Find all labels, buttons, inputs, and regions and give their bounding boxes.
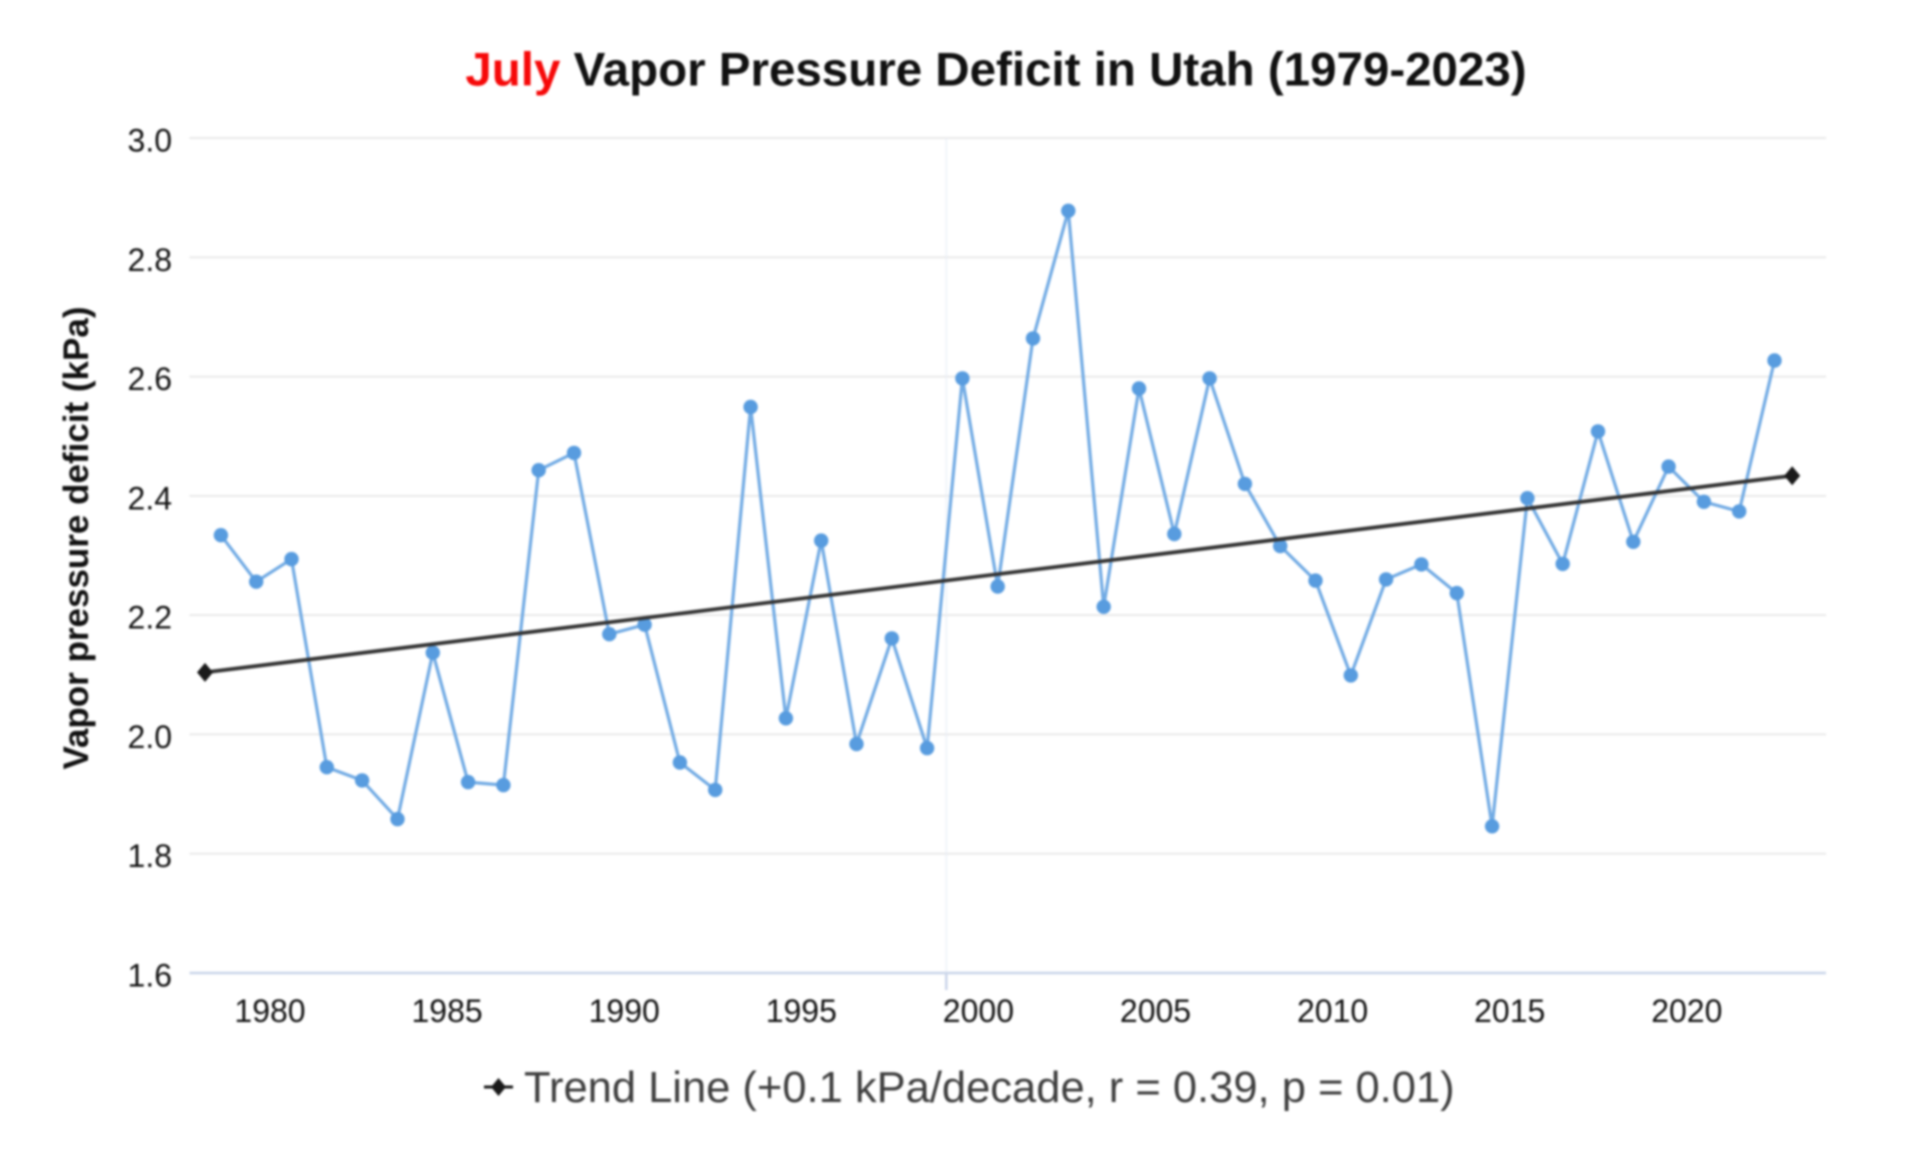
- svg-text:2010: 2010: [1297, 993, 1368, 1029]
- svg-text:2.8: 2.8: [128, 242, 172, 278]
- svg-text:2.4: 2.4: [128, 480, 172, 516]
- svg-text:2005: 2005: [1120, 993, 1191, 1029]
- svg-text:1985: 1985: [412, 993, 483, 1029]
- svg-text:1.6: 1.6: [128, 958, 172, 994]
- svg-text:2020: 2020: [1651, 993, 1722, 1029]
- svg-text:2015: 2015: [1474, 993, 1545, 1029]
- svg-text:2.0: 2.0: [128, 719, 172, 755]
- svg-text:1990: 1990: [589, 993, 660, 1029]
- svg-text:3.0: 3.0: [128, 123, 172, 159]
- svg-text:2000: 2000: [943, 993, 1014, 1029]
- svg-text:1.8: 1.8: [128, 838, 172, 874]
- svg-text:1980: 1980: [234, 993, 305, 1029]
- svg-text:Vapor pressure deficit (kPa): Vapor pressure deficit (kPa): [57, 307, 96, 770]
- svg-text:July Vapor Pressure Deficit in: July Vapor Pressure Deficit in Utah (197…: [465, 44, 1526, 97]
- svg-text:1995: 1995: [766, 993, 837, 1029]
- svg-text:2.6: 2.6: [128, 361, 172, 397]
- svg-text:Trend Line (+0.1 kPa/decade, r: Trend Line (+0.1 kPa/decade, r = 0.39, p…: [524, 1064, 1455, 1112]
- svg-text:2.2: 2.2: [128, 600, 172, 636]
